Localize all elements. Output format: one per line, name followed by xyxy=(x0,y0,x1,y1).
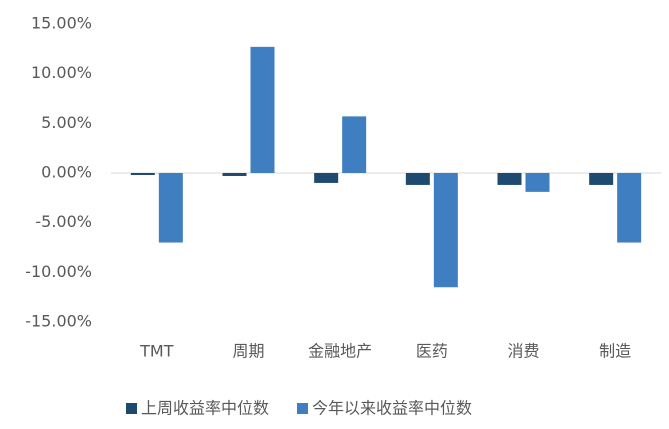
x-tick-label: 消费 xyxy=(507,342,539,361)
bar xyxy=(589,173,614,185)
bar xyxy=(497,173,522,185)
y-tick-label: 0.00% xyxy=(41,163,92,182)
bar xyxy=(158,173,183,243)
bar xyxy=(525,173,550,192)
legend-swatch xyxy=(297,403,309,414)
bar xyxy=(222,173,247,176)
bar xyxy=(405,173,430,185)
bar xyxy=(617,173,642,243)
x-tick-label: TMT xyxy=(139,342,174,361)
bar xyxy=(130,173,155,175)
y-tick-label: -5.00% xyxy=(35,212,92,231)
x-tick-label: 周期 xyxy=(232,342,264,361)
bar xyxy=(433,173,458,288)
x-tick-label: 金融地产 xyxy=(308,342,372,361)
y-tick-label: 15.00% xyxy=(31,14,92,33)
y-tick-label: -15.00% xyxy=(25,312,92,331)
y-tick-label: 5.00% xyxy=(41,113,92,132)
y-tick-label: -10.00% xyxy=(25,262,92,281)
x-tick-label: 制造 xyxy=(599,342,631,361)
bar xyxy=(314,173,339,183)
bar xyxy=(342,116,367,173)
legend-label: 上周收益率中位数 xyxy=(141,399,269,418)
legend-swatch xyxy=(126,403,137,414)
bar xyxy=(250,46,275,174)
x-tick-label: 医药 xyxy=(416,342,448,361)
y-tick-label: 10.00% xyxy=(31,63,92,82)
legend-label: 今年以来收益率中位数 xyxy=(312,399,472,418)
